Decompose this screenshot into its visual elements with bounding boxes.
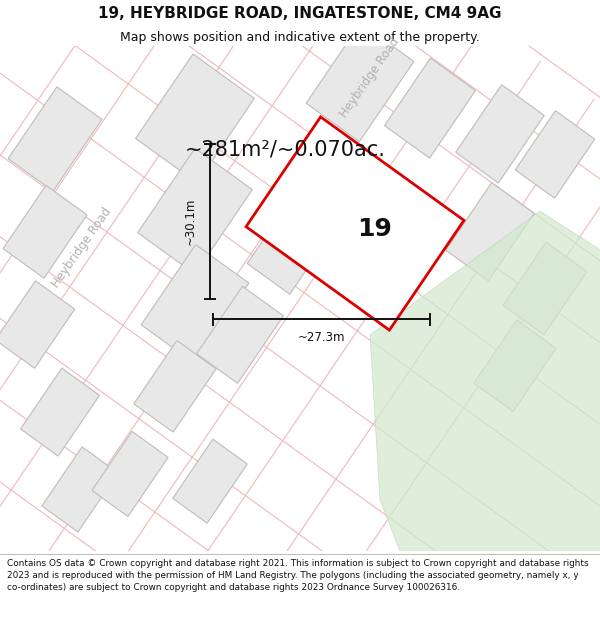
Polygon shape bbox=[247, 200, 333, 294]
Polygon shape bbox=[173, 439, 247, 523]
Polygon shape bbox=[446, 182, 534, 281]
Polygon shape bbox=[197, 286, 283, 383]
Polygon shape bbox=[136, 54, 254, 182]
Polygon shape bbox=[141, 244, 249, 363]
Polygon shape bbox=[503, 242, 587, 335]
Polygon shape bbox=[0, 281, 75, 368]
Polygon shape bbox=[515, 111, 595, 198]
Polygon shape bbox=[310, 156, 400, 256]
Polygon shape bbox=[246, 117, 464, 330]
Polygon shape bbox=[456, 85, 544, 183]
Text: 19, HEYBRIDGE ROAD, INGATESTONE, CM4 9AG: 19, HEYBRIDGE ROAD, INGATESTONE, CM4 9AG bbox=[98, 6, 502, 21]
Polygon shape bbox=[134, 341, 216, 432]
Polygon shape bbox=[42, 447, 118, 532]
Polygon shape bbox=[92, 431, 168, 516]
Text: Heybridge Road: Heybridge Road bbox=[338, 35, 403, 119]
Text: ~27.3m: ~27.3m bbox=[298, 331, 345, 344]
Polygon shape bbox=[8, 87, 102, 191]
Polygon shape bbox=[474, 320, 556, 412]
Polygon shape bbox=[306, 23, 414, 142]
Text: ~281m²/~0.070ac.: ~281m²/~0.070ac. bbox=[185, 139, 385, 159]
Polygon shape bbox=[137, 148, 253, 274]
Text: ~30.1m: ~30.1m bbox=[184, 198, 197, 245]
Text: Map shows position and indicative extent of the property.: Map shows position and indicative extent… bbox=[120, 31, 480, 44]
Text: Heybridge Road: Heybridge Road bbox=[50, 205, 115, 289]
Polygon shape bbox=[385, 58, 475, 158]
Polygon shape bbox=[370, 211, 600, 551]
Polygon shape bbox=[3, 186, 87, 278]
Polygon shape bbox=[20, 368, 100, 456]
Text: 19: 19 bbox=[358, 217, 392, 241]
Text: Contains OS data © Crown copyright and database right 2021. This information is : Contains OS data © Crown copyright and d… bbox=[7, 559, 589, 592]
